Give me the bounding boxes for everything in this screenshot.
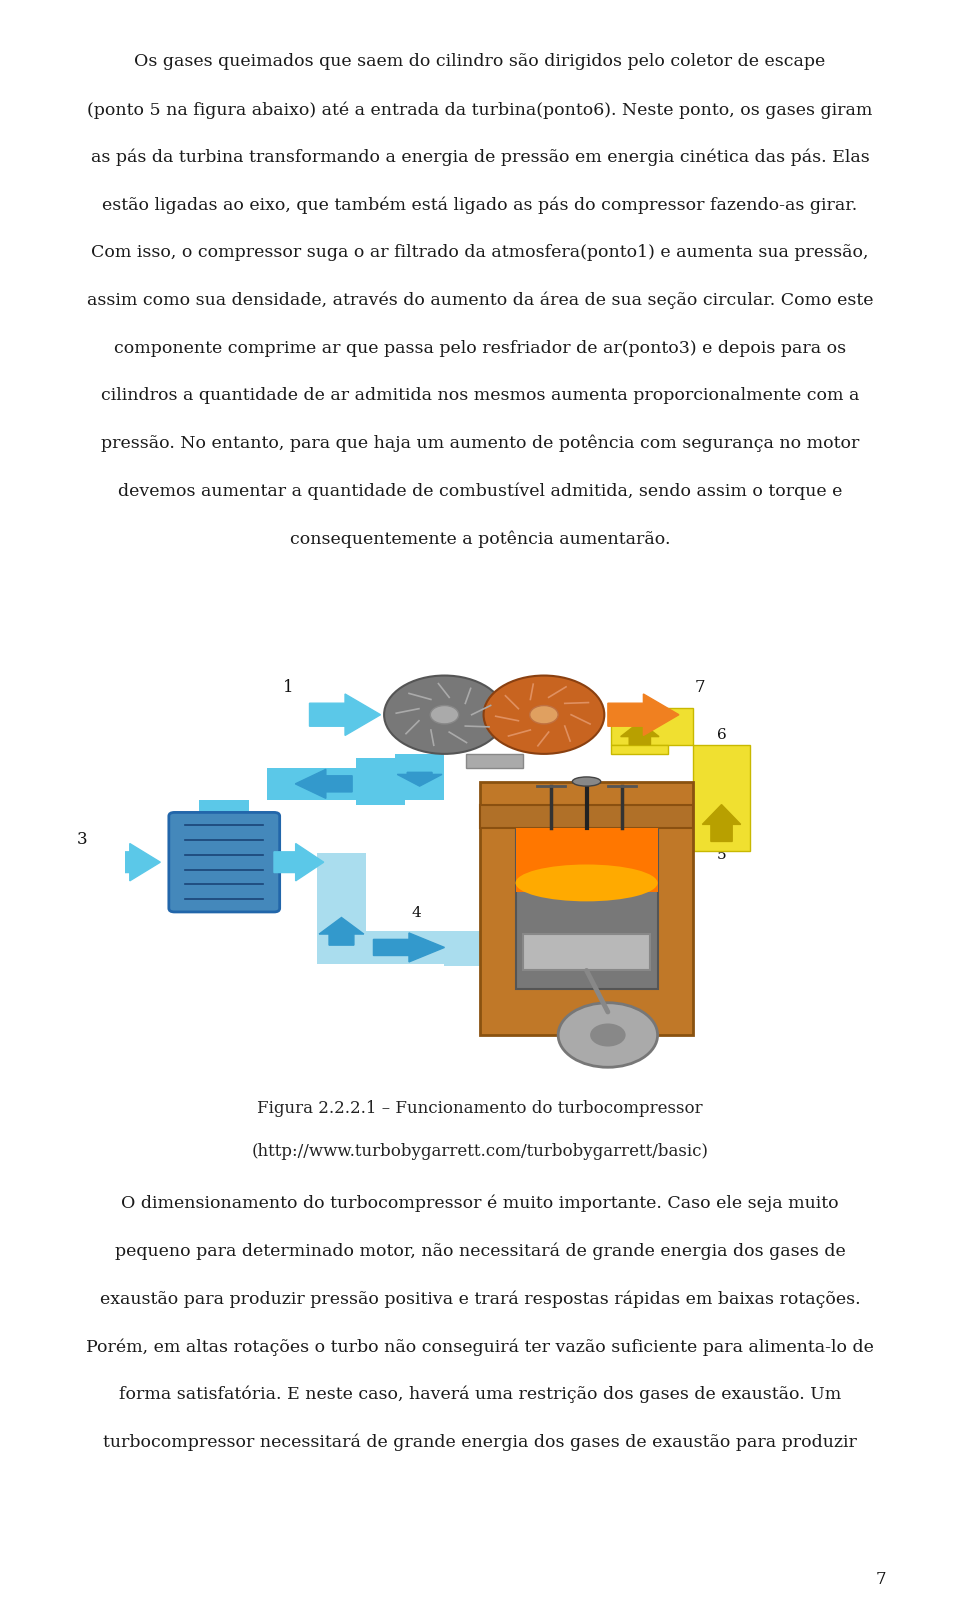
Text: forma satisfatória. E neste caso, haverá uma restrição dos gases de exaustão. Um: forma satisfatória. E neste caso, haverá…: [119, 1386, 841, 1404]
Text: Figura 2.2.2.1 – Funcionamento do turbocompressor: Figura 2.2.2.1 – Funcionamento do turboc…: [257, 1100, 703, 1117]
FancyArrow shape: [296, 770, 352, 799]
Bar: [522, 933, 651, 970]
Text: Porém, em altas rotações o turbo não conseguirá ter vazão suficiente para alimen: Porém, em altas rotações o turbo não con…: [86, 1339, 874, 1355]
Text: assim como sua densidade, através do aumento da área de sua seção circular. Como: assim como sua densidade, através do aum…: [86, 291, 874, 309]
Bar: [267, 768, 395, 800]
Bar: [480, 805, 693, 828]
Bar: [516, 828, 658, 893]
Circle shape: [590, 1024, 626, 1046]
Circle shape: [430, 705, 459, 724]
Ellipse shape: [516, 865, 658, 901]
FancyArrow shape: [397, 773, 442, 786]
Bar: [356, 758, 405, 805]
Ellipse shape: [572, 776, 601, 786]
FancyArrow shape: [309, 694, 380, 736]
Bar: [395, 754, 444, 800]
Bar: [444, 931, 494, 965]
Text: 2: 2: [419, 765, 428, 779]
Text: (ponto 5 na figura abaixo) até a entrada da turbina(ponto6). Neste ponto, os gas: (ponto 5 na figura abaixo) até a entrada…: [87, 100, 873, 118]
Text: 4: 4: [411, 906, 420, 920]
Bar: [612, 745, 668, 754]
Text: 3: 3: [77, 831, 87, 847]
Text: (http://www.turbobygarrett.com/turbobygarrett/basic): (http://www.turbobygarrett.com/turbobyga…: [252, 1143, 708, 1161]
Circle shape: [530, 705, 558, 724]
Text: devemos aumentar a quantidade de combustível admitida, sendo assim o torque e: devemos aumentar a quantidade de combust…: [118, 482, 842, 500]
Bar: [693, 745, 750, 851]
FancyArrow shape: [104, 844, 160, 881]
Bar: [466, 754, 522, 768]
Bar: [480, 931, 516, 964]
FancyBboxPatch shape: [169, 812, 279, 912]
Bar: [516, 828, 658, 990]
Bar: [459, 941, 480, 964]
Text: Os gases queimados que saem do cilindro são dirigidos pelo coletor de escape: Os gases queimados que saem do cilindro …: [134, 53, 826, 71]
Text: pressão. No entanto, para que haja um aumento de potência com segurança no motor: pressão. No entanto, para que haja um au…: [101, 435, 859, 453]
Text: estão ligadas ao eixo, que também está ligado as pás do compressor fazendo-as gi: estão ligadas ao eixo, que também está l…: [103, 196, 857, 213]
Bar: [612, 708, 693, 745]
Text: 6: 6: [717, 728, 727, 742]
Text: pequeno para determinado motor, não necessitará de grande energia dos gases de: pequeno para determinado motor, não nece…: [114, 1242, 846, 1260]
Text: componente comprime ar que passa pelo resfriador de ar(ponto3) e depois para os: componente comprime ar que passa pelo re…: [114, 340, 846, 357]
Bar: [200, 800, 250, 817]
Text: consequentemente a potência aumentarão.: consequentemente a potência aumentarão.: [290, 530, 670, 548]
FancyArrow shape: [373, 933, 444, 962]
Text: 7: 7: [695, 679, 706, 695]
FancyArrow shape: [319, 917, 364, 944]
Bar: [317, 931, 516, 964]
Text: turbocompressor necessitará de grande energia dos gases de exaustão para produzi: turbocompressor necessitará de grande en…: [103, 1433, 857, 1450]
Circle shape: [484, 676, 605, 754]
Text: exaustão para produzir pressão positiva e trará respostas rápidas em baixas rota: exaustão para produzir pressão positiva …: [100, 1290, 860, 1308]
Bar: [317, 854, 367, 964]
FancyArrow shape: [703, 805, 741, 841]
FancyArrow shape: [608, 694, 679, 736]
Text: 5: 5: [717, 849, 727, 862]
Text: as pás da turbina transformando a energia de pressão em energia cinética das pás: as pás da turbina transformando a energi…: [90, 149, 870, 167]
Text: Com isso, o compressor suga o ar filtrado da atmosfera(ponto1) e aumenta sua pre: Com isso, o compressor suga o ar filtrad…: [91, 244, 869, 262]
FancyArrow shape: [621, 721, 659, 745]
Bar: [480, 781, 693, 1035]
Circle shape: [384, 676, 505, 754]
Text: O dimensionamento do turbocompressor é muito importante. Caso ele seja muito: O dimensionamento do turbocompressor é m…: [121, 1195, 839, 1213]
Text: 7: 7: [876, 1570, 887, 1588]
Text: cilindros a quantidade de ar admitida nos mesmos aumenta proporcionalmente com a: cilindros a quantidade de ar admitida no…: [101, 386, 859, 404]
Text: 1: 1: [283, 679, 294, 695]
Bar: [444, 708, 544, 721]
Circle shape: [558, 1003, 658, 1067]
FancyArrow shape: [274, 844, 324, 881]
